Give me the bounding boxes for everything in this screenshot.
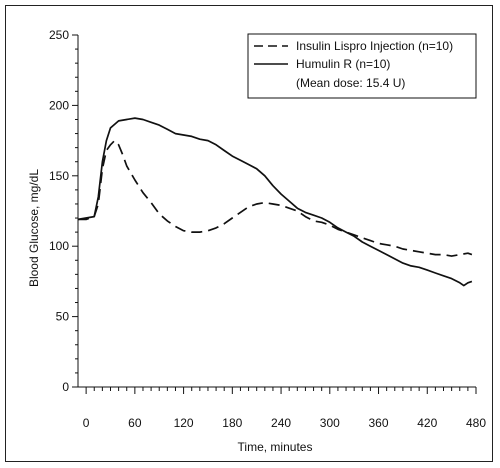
x-tick-label: 180 (222, 416, 242, 430)
legend-note: (Mean dose: 15.4 U) (296, 76, 405, 90)
y-tick-label: 150 (49, 169, 69, 183)
x-tick-label: 240 (271, 416, 291, 430)
y-tick-label: 50 (56, 310, 70, 324)
x-tick-label: 120 (174, 416, 194, 430)
x-tick-label: 480 (466, 416, 486, 430)
axes: 0 50 100 150 200 250 0 60 120 180 240 300 360 420 480 (49, 28, 486, 430)
y-axis-title: Blood Glucose, mg/dL (27, 169, 41, 287)
y-tick-label: 0 (62, 380, 69, 394)
x-tick-label: 360 (369, 416, 389, 430)
x-tick-label: 300 (320, 416, 340, 430)
legend: Insulin Lispro Injection (n=10) Humulin … (247, 33, 477, 99)
y-tick-label: 100 (49, 239, 69, 253)
x-axis-title: Time, minutes (238, 440, 313, 454)
plot-lines (77, 117, 473, 287)
y-tick-label: 200 (49, 98, 69, 112)
x-tick-label: 0 (83, 416, 90, 430)
series-line-humulin (77, 117, 473, 287)
x-tick-label: 60 (128, 416, 142, 430)
y-tick-label: 250 (49, 28, 69, 42)
legend-label-humulin: Humulin R (n=10) (296, 57, 390, 71)
legend-box (247, 33, 477, 99)
legend-label-lispro: Insulin Lispro Injection (n=10) (296, 39, 453, 53)
series-line-lispro (78, 139, 473, 257)
x-tick-label: 420 (417, 416, 437, 430)
